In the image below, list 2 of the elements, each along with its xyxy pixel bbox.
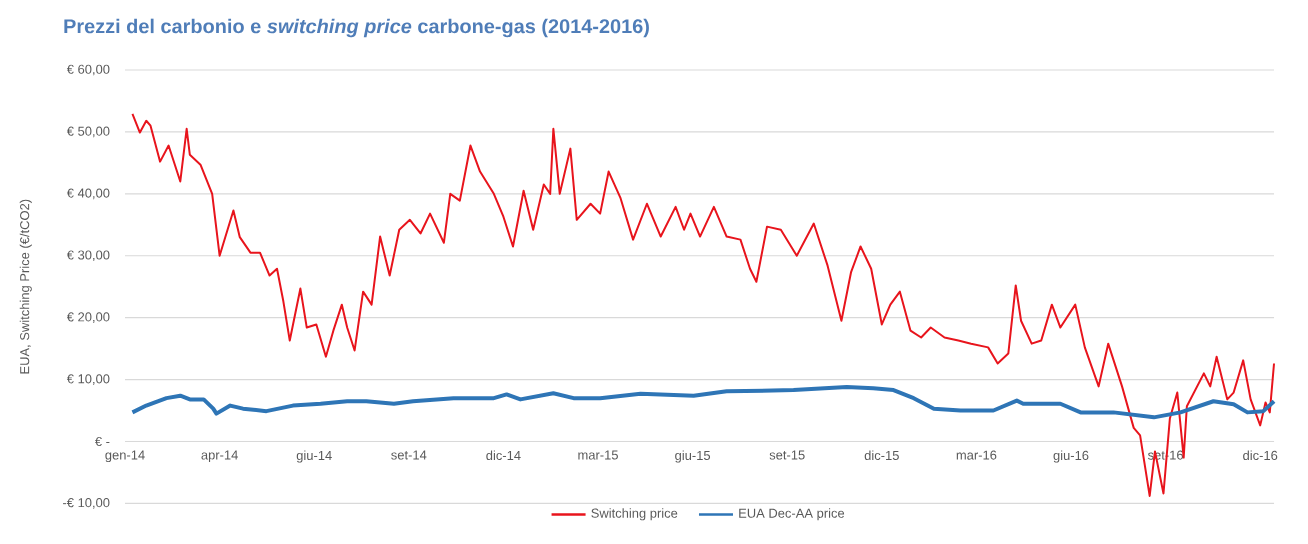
line-series (130, 385, 1277, 420)
chart-title: Prezzi del carbonio e switching price carbone-gas (2014-2016) (64, 18, 649, 38)
